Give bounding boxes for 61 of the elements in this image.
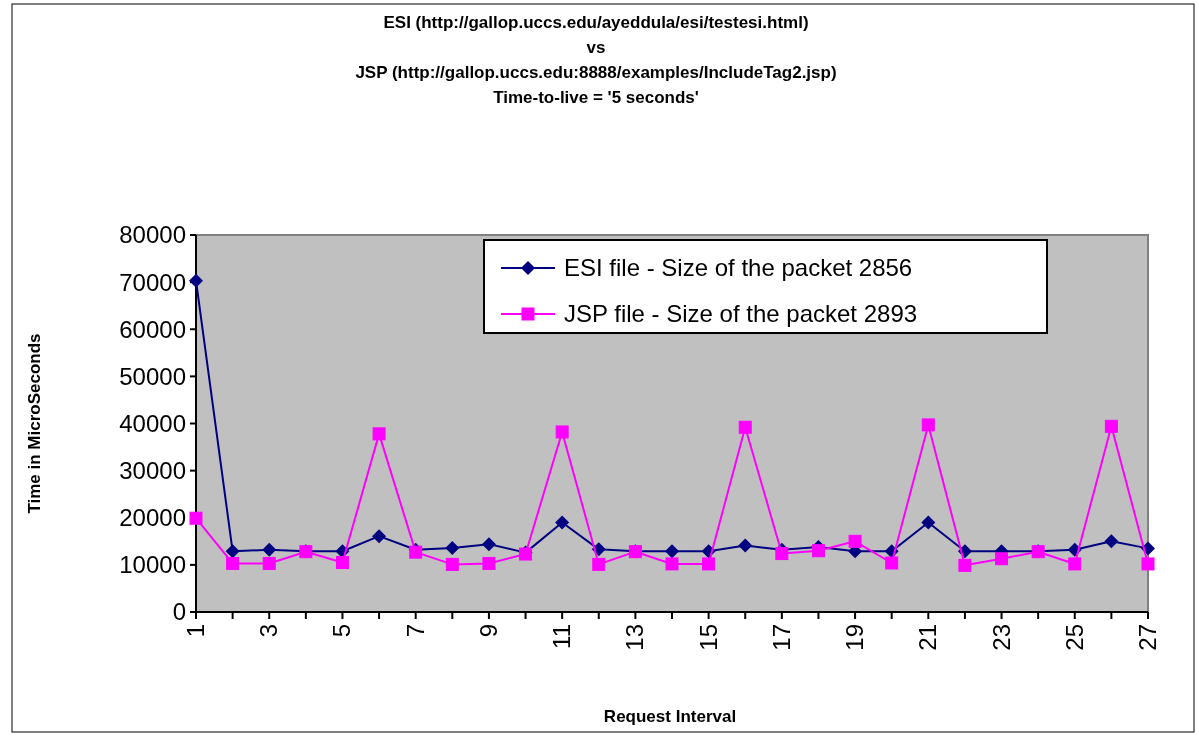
point [665, 557, 679, 571]
x-tick-label: 19 [841, 624, 869, 651]
point [738, 420, 752, 434]
legend-label: ESI file - Size of the packet 2856 [564, 254, 913, 282]
y-tick-label: 70000 [119, 268, 186, 296]
x-tick-label: 15 [694, 624, 722, 651]
point [189, 273, 203, 288]
chart-title: ESI (http://gallop.uccs.edu/ayeddula/esi/testesi.html) vs JSP (http://gallop.uccs.edu:8888/examples/IncludeTag2.jsp) Time-to-live = '5 seconds' [355, 13, 837, 107]
point [1104, 534, 1119, 549]
x-tick-label: 21 [914, 624, 942, 651]
x-tick-label: 3 [255, 624, 283, 638]
y-tick-label: 60000 [119, 315, 186, 343]
x-tick-label: 17 [767, 624, 795, 651]
y-tick-label: 40000 [119, 409, 186, 437]
point [592, 557, 606, 571]
point [848, 534, 862, 548]
x-tick-label: 25 [1060, 624, 1088, 651]
y-tick-label: 30000 [119, 457, 186, 485]
y-tick-label: 20000 [119, 504, 186, 532]
x-tick-label: 27 [1134, 624, 1161, 651]
point [481, 537, 496, 552]
y-tick-label: 50000 [119, 362, 186, 390]
y-tick-label: 10000 [119, 551, 186, 579]
y-tick-label: 80000 [119, 221, 186, 249]
point [555, 425, 569, 439]
point [921, 515, 936, 530]
legend-label: JSP file - Size of the packet 2893 [564, 300, 918, 328]
x-tick-label: 5 [328, 624, 356, 638]
x-tick-label: 7 [401, 624, 429, 638]
x-tick-label: 23 [987, 624, 1015, 651]
point [702, 557, 716, 571]
point [445, 540, 460, 555]
point [555, 515, 570, 530]
x-tick-label: 9 [474, 624, 502, 638]
point [372, 427, 386, 441]
point [372, 529, 387, 544]
point [1141, 557, 1155, 571]
point [738, 538, 753, 553]
point [1104, 419, 1118, 433]
point [921, 418, 935, 432]
x-tick-label: 13 [621, 624, 649, 651]
point [262, 556, 276, 570]
point [482, 556, 496, 570]
y-axis-title: Time in MicroSeconds [25, 333, 44, 514]
point [995, 552, 1009, 566]
point [335, 556, 349, 570]
point [1068, 557, 1082, 571]
point [811, 544, 825, 558]
point [775, 547, 789, 561]
y-tick-label: 0 [172, 598, 186, 626]
point [225, 544, 240, 559]
x-tick-label: 1 [182, 624, 209, 638]
point [665, 544, 679, 559]
point [445, 557, 459, 571]
point [226, 556, 240, 570]
x-axis-title: Request Interval [603, 707, 737, 726]
x-tick-label: 11 [548, 624, 576, 649]
point [885, 556, 899, 570]
point [958, 558, 972, 572]
point [189, 511, 203, 525]
point [262, 542, 277, 557]
